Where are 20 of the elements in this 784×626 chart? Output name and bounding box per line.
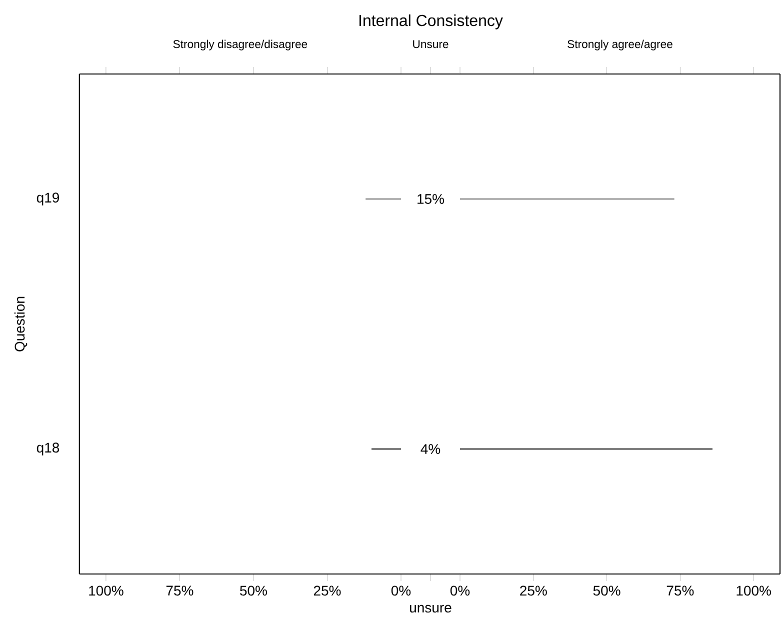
y-tick-label: q18	[36, 442, 60, 456]
x-tick-label: 25%	[314, 586, 341, 596]
data-label: 4%	[420, 444, 440, 454]
chart-subtitle: Strongly disagree/disagree	[173, 40, 308, 50]
y-axis-title: Question	[14, 296, 28, 352]
x-tick-label: 25%	[520, 586, 547, 596]
x-tick-label: 0%	[391, 586, 411, 596]
text: Internal Consistency	[360, 14, 503, 30]
x-tick-label: 75%	[666, 586, 694, 596]
x-tick-label: 0%	[450, 586, 470, 596]
x-tick-label: 50%	[593, 586, 620, 596]
text: Unsure	[413, 40, 448, 48]
text: unsure	[410, 604, 452, 613]
x-tick-label: 75%	[166, 586, 194, 596]
x-tick-label: 100%	[89, 586, 124, 596]
chart-subtitle: Strongly agree/agree	[568, 40, 672, 50]
data-label: 15%	[418, 194, 444, 204]
x-tick-label: 50%	[240, 586, 267, 596]
y-tick-label: q19	[36, 192, 60, 206]
x-tick-label: 100%	[736, 586, 771, 596]
